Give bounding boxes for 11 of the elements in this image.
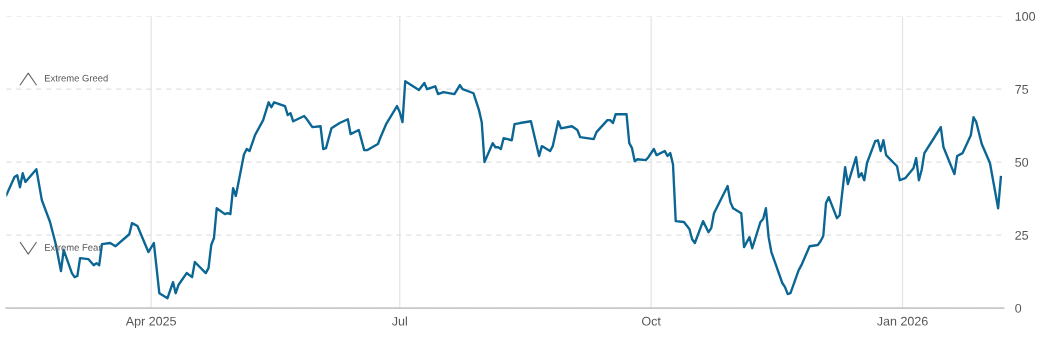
annotation: Extreme Greed: [44, 74, 108, 82]
y-tick-label: 75: [1015, 85, 1029, 94]
line-series: [6, 80, 1003, 300]
y-tick-label: 50: [1015, 157, 1029, 167]
x-tick-label: Jan 2026: [876, 316, 928, 326]
x-tick-label: Jul: [391, 316, 407, 326]
y-tick-label: 100: [1015, 12, 1036, 21]
y-tick-label: 25: [1015, 230, 1029, 240]
y-tick-label: 0: [1015, 303, 1022, 313]
x-tick-label: Oct: [642, 316, 661, 326]
x-tick-label: Apr 2025: [125, 316, 176, 329]
